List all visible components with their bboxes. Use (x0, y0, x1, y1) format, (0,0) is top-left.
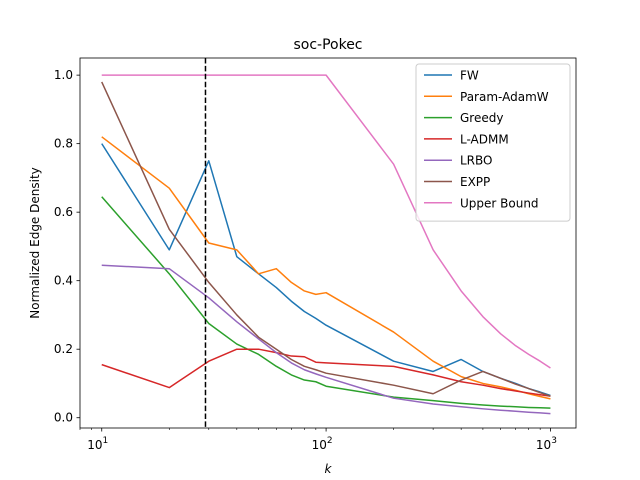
legend-label: FW (460, 69, 479, 83)
x-tick-label: 102 (312, 436, 333, 452)
legend-label: EXPP (460, 175, 490, 189)
y-tick-label: 0.2 (54, 342, 73, 356)
series-line-greedy (101, 196, 551, 409)
legend-label: Param-AdamW (460, 90, 549, 104)
legend-label: L-ADMM (460, 132, 509, 146)
y-tick-label: 1.0 (54, 68, 73, 82)
chart-title: soc-Pokec (293, 37, 362, 53)
x-axis-label: k (325, 462, 333, 476)
legend: FW Param-AdamW Greedy L-ADMM LRBO EXPP Upper B… (415, 63, 571, 222)
series-line-upper-bound (101, 74, 551, 369)
x-tick-label: 103 (536, 436, 557, 452)
y-tick-label: 0.6 (54, 205, 73, 219)
y-axis-label: Normalized Edge Density (28, 167, 42, 319)
legend-box (415, 63, 571, 222)
y-tick-label: 0.0 (54, 411, 73, 425)
plot-area (79, 57, 577, 429)
legend-label: Upper Bound (460, 196, 539, 210)
series-line-l-admm (101, 348, 551, 397)
x-axis: 101 102 103 (79, 428, 557, 452)
x-tick-label: 101 (87, 436, 108, 452)
y-tick-label: 0.8 (54, 137, 73, 151)
plot-frame (79, 57, 577, 429)
legend-label: LRBO (460, 154, 493, 168)
series-line-expp (101, 81, 551, 397)
legend-label: Greedy (460, 111, 503, 125)
series-line-lrbo (101, 264, 551, 415)
y-tick-label: 0.4 (54, 274, 73, 288)
y-axis: 0.0 0.2 0.4 0.6 0.8 1.0 (54, 68, 80, 425)
